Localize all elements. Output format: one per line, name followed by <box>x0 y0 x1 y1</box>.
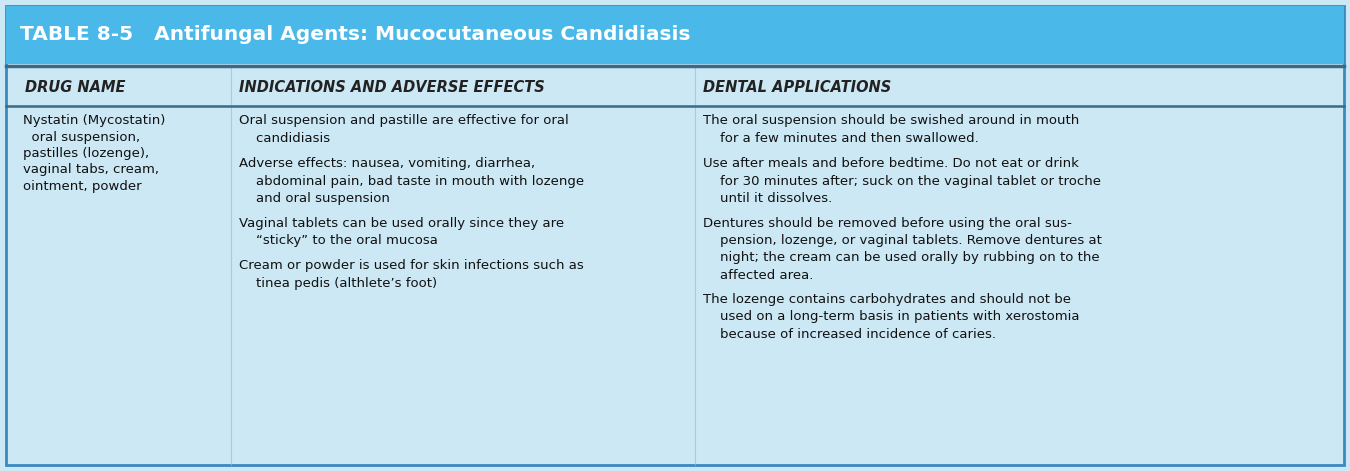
Text: Use after meals and before bedtime. Do not eat or drink
    for 30 minutes after: Use after meals and before bedtime. Do n… <box>703 157 1102 205</box>
Text: The lozenge contains carbohydrates and should not be
    used on a long-term bas: The lozenge contains carbohydrates and s… <box>703 292 1080 341</box>
Text: pastilles (lozenge),: pastilles (lozenge), <box>23 147 148 160</box>
Text: TABLE 8-5   Antifungal Agents: Mucocutaneous Candidiasis: TABLE 8-5 Antifungal Agents: Mucocutaneo… <box>20 25 690 44</box>
Text: Vaginal tablets can be used orally since they are
    “sticky” to the oral mucos: Vaginal tablets can be used orally since… <box>239 217 564 247</box>
Text: INDICATIONS AND ADVERSE EFFECTS: INDICATIONS AND ADVERSE EFFECTS <box>239 80 544 95</box>
Text: oral suspension,: oral suspension, <box>23 130 140 144</box>
Text: vaginal tabs, cream,: vaginal tabs, cream, <box>23 163 159 177</box>
Text: Oral suspension and pastille are effective for oral
    candidiasis: Oral suspension and pastille are effecti… <box>239 114 568 145</box>
Text: Nystatin (Mycostatin): Nystatin (Mycostatin) <box>23 114 165 127</box>
Text: Adverse effects: nausea, vomiting, diarrhea,
    abdominal pain, bad taste in mo: Adverse effects: nausea, vomiting, diarr… <box>239 157 585 205</box>
Bar <box>5 6 1345 64</box>
Text: DRUG NAME: DRUG NAME <box>24 80 126 95</box>
Text: The oral suspension should be swished around in mouth
    for a few minutes and : The oral suspension should be swished ar… <box>703 114 1079 145</box>
Text: Cream or powder is used for skin infections such as
    tinea pedis (althlete’s : Cream or powder is used for skin infecti… <box>239 260 583 290</box>
Text: ointment, powder: ointment, powder <box>23 180 142 193</box>
Text: Dentures should be removed before using the oral sus-
    pension, lozenge, or v: Dentures should be removed before using … <box>703 217 1102 282</box>
Text: DENTAL APPLICATIONS: DENTAL APPLICATIONS <box>703 80 891 95</box>
